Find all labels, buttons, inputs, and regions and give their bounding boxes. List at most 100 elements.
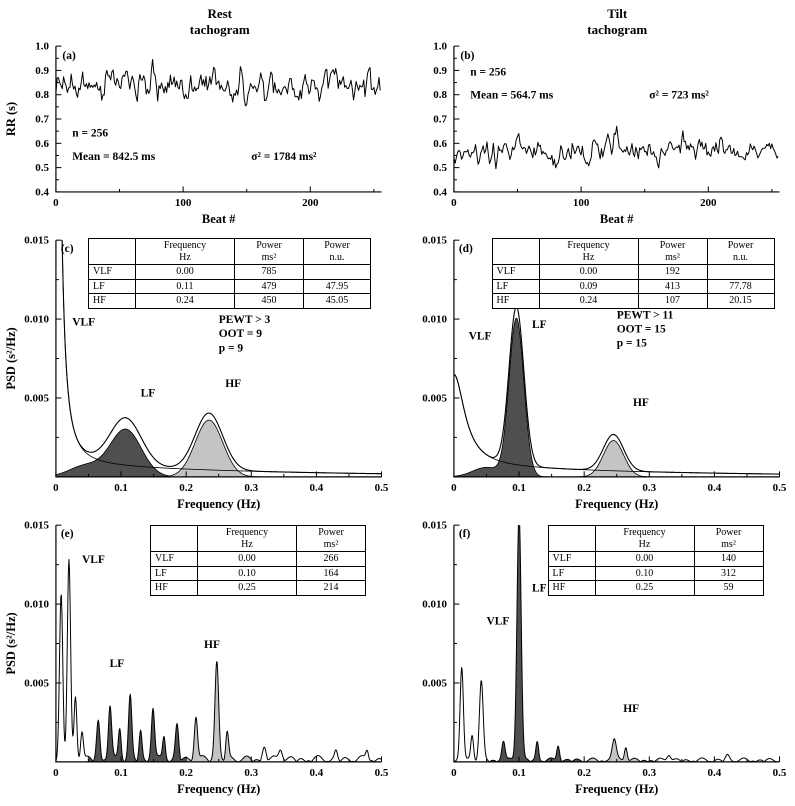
- periodogram-rest-chart: 0 0.1 0.2 0.3 0.4 0.5 0.005 0.010 0.015 Frequency…: [4, 520, 389, 796]
- annotation: σ² = 1784 ms²: [251, 151, 317, 163]
- x-tick-label: 0.3: [642, 767, 656, 779]
- table-cell: 0.24: [135, 293, 235, 309]
- table-row: VLF 0.00 140: [547, 551, 764, 567]
- annotation: LF: [141, 387, 156, 399]
- annotation: HF: [204, 639, 220, 651]
- table-row: HF 0.24 107 20.15: [491, 293, 775, 309]
- x-tick-label: 0: [53, 197, 59, 209]
- table-row-label: LF: [88, 278, 136, 294]
- column-titles: Rest tachogram Tilt tachogram: [0, 6, 795, 38]
- annotation: Mean = 564.7 ms: [470, 90, 554, 102]
- y-tick-label: 0.6: [35, 138, 49, 150]
- table-row-label: HF: [491, 293, 540, 309]
- y-tick-label: 0.010: [24, 599, 49, 611]
- table-header-cell: [150, 525, 198, 552]
- table-header-cell: Frequency Hz: [594, 525, 695, 552]
- x-tick-label: 0.1: [114, 482, 128, 494]
- table-cell: [303, 264, 371, 280]
- y-axis-label: RR (s): [4, 102, 18, 136]
- series-path: [583, 738, 659, 762]
- x-tick-label: 0.1: [512, 482, 526, 494]
- table-cell: 479: [234, 278, 304, 294]
- table-row: LF 0.10 164: [150, 565, 366, 581]
- table-row-label: HF: [150, 580, 198, 596]
- x-tick-label: 0: [451, 482, 457, 494]
- table-cell: 0.00: [135, 264, 235, 280]
- y-tick-label: 0.005: [422, 392, 447, 404]
- series-path: [185, 661, 262, 762]
- annotation: PEWT > 11: [616, 309, 673, 321]
- annotation: (d): [458, 243, 472, 255]
- axis-ticks: [55, 45, 375, 193]
- axis-ticks: [452, 45, 772, 193]
- table-header-cell: Power n.u.: [303, 238, 371, 265]
- x-tick-label: 0: [53, 767, 59, 779]
- table-header-cell: Frequency Hz: [197, 525, 297, 552]
- x-tick-label: 100: [572, 197, 589, 209]
- col-title-tilt: Tilt tachogram: [587, 6, 648, 37]
- x-tick-label: 0.2: [577, 482, 591, 494]
- annotation: HF: [225, 378, 241, 390]
- table-header-cell: Power ms²: [693, 525, 764, 552]
- series-path: [453, 373, 780, 475]
- series-path: [452, 125, 779, 170]
- table-cell: 192: [637, 264, 708, 280]
- x-tick-label: 0.4: [310, 767, 324, 779]
- stats-table-f: Frequency Hz Power ms² VLF 0.00 140 LF 0.10 312…: [547, 525, 764, 596]
- table-cell: 312: [693, 565, 764, 581]
- stats-table-d: Frequency Hz Power ms² Power n.u. VLF 0.00 19…: [491, 238, 775, 309]
- table-cell: 107: [637, 293, 708, 309]
- x-axis-label: Frequency (Hz): [177, 497, 260, 511]
- x-tick-label: 0.2: [577, 767, 591, 779]
- table-row-label: LF: [150, 565, 198, 581]
- y-tick-label: 0.015: [24, 520, 49, 532]
- annotation: LF: [110, 658, 125, 670]
- table-cell: 45.05: [303, 293, 371, 309]
- annotation: σ² = 723 ms²: [649, 90, 709, 102]
- panel-e: 0 0.1 0.2 0.3 0.4 0.5 0.005 0.010 0.015 Frequency…: [0, 517, 398, 800]
- table-header-cell: [88, 238, 136, 265]
- x-tick-label: 0.3: [244, 482, 258, 494]
- annotation: VLF: [468, 331, 491, 343]
- table-row: LF 0.09 413 77.78: [491, 278, 775, 294]
- tachogram-rest-chart: 0 100 200 0.4 0.5 0.6 0.7 0.8 0.9 1.0 Beat # RR (s)…: [4, 41, 382, 226]
- panel-grid: 0 100 200 0.4 0.5 0.6 0.7 0.8 0.9 1.0 Beat # RR (s)…: [0, 38, 795, 800]
- annotation: p = 15: [616, 338, 646, 350]
- table-cell: 0.10: [197, 565, 297, 581]
- y-tick-label: 0.015: [24, 235, 49, 247]
- table-cell: 20.15: [706, 293, 775, 309]
- table-row-label: LF: [491, 278, 540, 294]
- curves: [452, 125, 779, 170]
- y-tick-label: 0.4: [35, 186, 49, 198]
- table-cell: 450: [234, 293, 304, 309]
- table-cell: 59: [693, 580, 764, 596]
- x-tick-label: 0.5: [772, 482, 786, 494]
- annotation: VLF: [486, 616, 509, 628]
- stats-table-c: Frequency Hz Power ms² Power n.u. VLF 0.00 78…: [88, 238, 371, 309]
- curves: [453, 525, 780, 763]
- annotation: (f): [458, 528, 470, 540]
- psd-model-rest-chart: 0 0.1 0.2 0.3 0.4 0.5 0.005 0.010 0.015 Frequency…: [4, 235, 389, 511]
- annotation: n = 256: [72, 127, 108, 139]
- annotation: OOT = 15: [616, 323, 665, 335]
- table-row: LF 0.10 312: [547, 565, 764, 581]
- table-cell: 0.25: [197, 580, 297, 596]
- y-tick-label: 0.010: [422, 314, 447, 326]
- table-cell: 214: [296, 580, 366, 596]
- table-row-label: VLF: [150, 551, 198, 567]
- table-cell: 0.00: [538, 264, 639, 280]
- axis-ticks: [452, 524, 780, 762]
- annotation: LF: [532, 582, 547, 594]
- table-header-cell: Power ms²: [637, 238, 708, 265]
- table-cell: 0.00: [197, 551, 297, 567]
- table-row: HF 0.25 59: [547, 580, 764, 596]
- x-tick-label: 0.4: [707, 482, 721, 494]
- tachogram-tilt-chart: 0 100 200 0.4 0.5 0.6 0.7 0.8 0.9 1.0 Beat # (b) n =…: [433, 41, 780, 226]
- panel-f: 0 0.1 0.2 0.3 0.4 0.5 0.005 0.010 0.015 Frequency…: [398, 517, 795, 800]
- y-tick-label: 0.010: [24, 314, 49, 326]
- x-tick-label: 0.1: [114, 767, 128, 779]
- annotation: (b): [460, 50, 474, 62]
- x-tick-label: 100: [175, 197, 192, 209]
- x-tick-label: 0.3: [642, 482, 656, 494]
- table-header-cell: Power ms²: [234, 238, 304, 265]
